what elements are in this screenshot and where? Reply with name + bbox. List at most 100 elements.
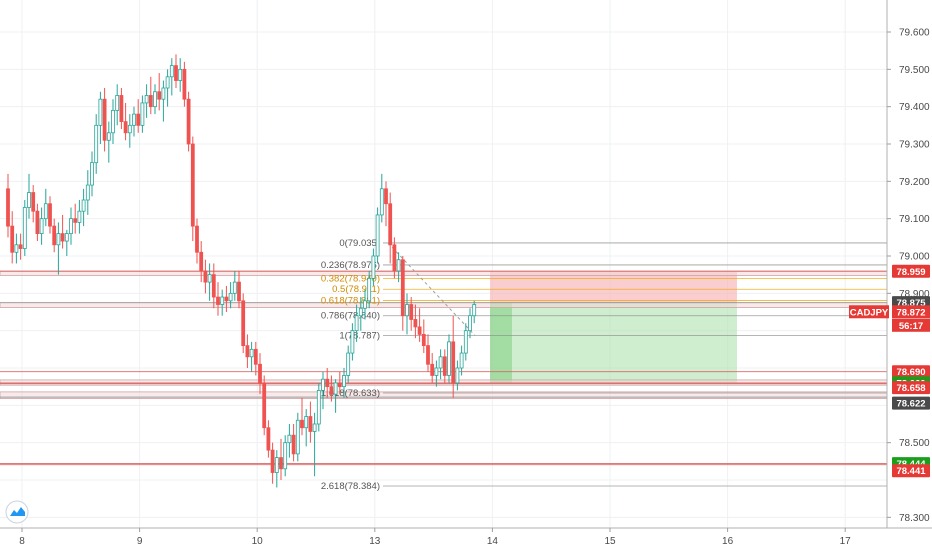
candle-down — [266, 427, 271, 451]
candle-up — [144, 95, 149, 104]
candle-down — [190, 143, 195, 227]
fibonacci-levels: 0(79.035) 0.236(78.976) 0.382(78.940)0.5(7… — [321, 238, 887, 492]
countdown-label: 56:17 — [899, 321, 923, 332]
candle-up — [371, 255, 376, 279]
current-price-tag — [892, 305, 930, 319]
fib-label: 0.618(78.881) — [321, 295, 380, 306]
logo-mark — [10, 507, 25, 516]
fib-label: 2.618(78.384) — [321, 481, 380, 492]
candle-down — [186, 98, 191, 145]
candle-up — [228, 292, 233, 302]
price-tag — [892, 464, 930, 478]
candle-up — [98, 98, 103, 126]
candle-up — [354, 315, 359, 332]
candle-down — [203, 270, 208, 283]
candle-up — [472, 304, 477, 317]
candle-down — [325, 378, 330, 388]
time-tick-label: 10 — [252, 536, 264, 547]
candle-down — [10, 225, 15, 253]
candle-down — [245, 345, 250, 358]
candle-up — [77, 210, 82, 223]
price-tag — [892, 264, 930, 278]
candle-up — [321, 378, 325, 391]
candle-down — [409, 304, 414, 320]
candle-down — [18, 244, 23, 249]
candle-down — [157, 91, 162, 100]
candle-down — [119, 95, 124, 122]
price-tick-label: 79.100 — [899, 214, 930, 225]
candle-down — [216, 296, 220, 305]
candle-up — [447, 341, 451, 376]
fib-label: 0.5(78.911) — [332, 284, 380, 295]
candle-down — [262, 382, 267, 429]
candle-down — [337, 382, 342, 388]
time-tick-label: 13 — [369, 536, 381, 547]
fib-label: 0.382(78.940) — [321, 273, 380, 284]
candle-down — [279, 457, 283, 470]
candle-down — [308, 416, 313, 432]
candles — [6, 54, 477, 488]
candle-down — [392, 244, 397, 272]
candle-up — [69, 218, 73, 234]
candle-down — [199, 251, 204, 272]
fib-label: 0.786(78.840) — [321, 311, 380, 322]
current-price-label: 78.872 — [896, 307, 925, 318]
candle-down — [426, 345, 430, 365]
time-tick-label: 15 — [604, 536, 616, 547]
price-tick-label: 79.200 — [899, 177, 930, 188]
candle-down — [48, 203, 52, 227]
candle-up — [304, 416, 309, 429]
candle-down — [451, 341, 456, 384]
candle-down — [291, 434, 296, 455]
price-tag-label: 78.959 — [896, 267, 925, 278]
stop-loss-zone — [490, 271, 737, 303]
candle-down — [224, 296, 229, 302]
candle-down — [421, 333, 426, 346]
candle-down — [417, 326, 422, 335]
candle-down — [136, 113, 141, 126]
candle-down — [258, 363, 262, 384]
symbol-label: CADJPY — [850, 307, 889, 318]
candle-down — [6, 188, 10, 227]
price-tick-label: 78.900 — [899, 289, 930, 300]
fib-label: 1(78.787) — [339, 331, 380, 342]
candle-up — [468, 315, 472, 332]
candle-up — [358, 307, 363, 317]
candle-up — [90, 162, 94, 186]
price-axis-background — [887, 0, 932, 528]
take-profit-zone — [490, 302, 737, 383]
candle-down — [31, 192, 36, 212]
price-tick-label: 79.000 — [899, 251, 930, 262]
candle-up — [85, 184, 90, 201]
candle-up — [232, 281, 237, 294]
candle-up — [207, 274, 212, 283]
candle-up — [312, 423, 317, 432]
candle-up — [153, 91, 157, 108]
candle-up — [455, 367, 460, 384]
candle-up — [316, 389, 321, 425]
candle-down — [102, 98, 107, 141]
tradingview-logo-icon — [5, 500, 29, 524]
candle-up — [249, 348, 254, 358]
candle-up — [56, 233, 61, 246]
candle-down — [400, 259, 405, 317]
price-tag-label: 78.658 — [896, 383, 925, 394]
candle-up — [115, 95, 120, 111]
candle-down — [35, 210, 40, 234]
candle-up — [283, 442, 288, 470]
candle-down — [384, 188, 388, 205]
candle-down — [270, 449, 275, 473]
candle-up — [346, 352, 351, 376]
price-tick-label: 79.400 — [899, 102, 930, 113]
candle-up — [287, 434, 292, 444]
price-tag-label: 78.875 — [896, 298, 926, 309]
candle-up — [379, 188, 384, 216]
time-tick-label: 16 — [722, 536, 734, 547]
price-tag — [892, 365, 930, 379]
candle-up — [165, 76, 170, 89]
candle-up — [161, 87, 166, 100]
candle-up — [14, 244, 19, 253]
time-tick-label: 9 — [137, 536, 143, 547]
